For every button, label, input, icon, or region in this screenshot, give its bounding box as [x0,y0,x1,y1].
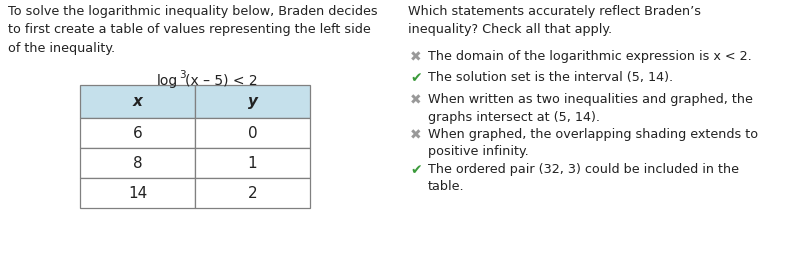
Text: 1: 1 [248,155,258,170]
Bar [80,148,195,178]
Text: log: log [157,74,178,88]
Text: ✖: ✖ [410,50,422,64]
Text: ✖: ✖ [410,93,422,107]
Text: When graphed, the overlapping shading extends to
positive infinity.: When graphed, the overlapping shading ex… [428,128,758,159]
Text: 6: 6 [133,125,142,141]
Text: 8: 8 [133,155,142,170]
Bar [195,85,310,118]
Text: y: y [247,94,258,109]
Text: ✔: ✔ [410,163,422,177]
Text: When written as two inequalities and graphed, the
graphs intersect at (5, 14).: When written as two inequalities and gra… [428,93,753,124]
Text: Which statements accurately reflect Braden’s
inequality? Check all that apply.: Which statements accurately reflect Brad… [408,5,701,36]
Text: (x – 5) < 2: (x – 5) < 2 [185,74,258,88]
Bar [195,178,310,208]
Text: ✔: ✔ [410,71,422,86]
Text: 0: 0 [248,125,258,141]
Text: 14: 14 [128,186,147,200]
Text: 2: 2 [248,186,258,200]
Text: ✖: ✖ [410,128,422,142]
Bar [80,118,195,148]
Bar [195,118,310,148]
Text: The domain of the logarithmic expression is x < 2.: The domain of the logarithmic expression… [428,50,752,63]
Bar [195,148,310,178]
Text: x: x [133,94,142,109]
Text: 3: 3 [179,70,186,80]
Bar [80,85,195,118]
Text: The solution set is the interval (5, 14).: The solution set is the interval (5, 14)… [428,71,673,85]
Bar [80,178,195,208]
Text: To solve the logarithmic inequality below, Braden decides
to first create a tabl: To solve the logarithmic inequality belo… [8,5,378,55]
Text: The ordered pair (32, 3) could be included in the
table.: The ordered pair (32, 3) could be includ… [428,163,739,194]
